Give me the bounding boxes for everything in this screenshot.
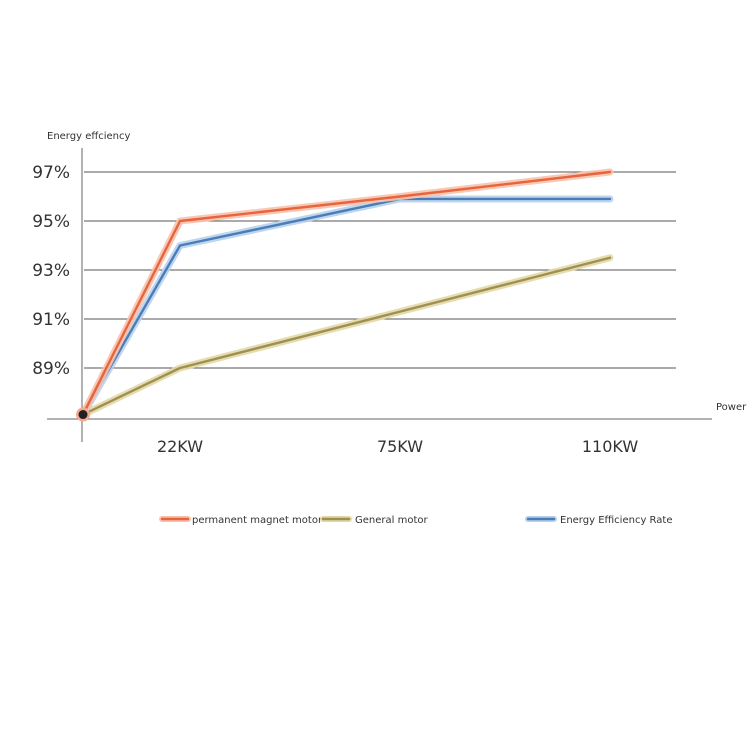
series-line <box>81 170 612 416</box>
legend-label: permanent magnet motor <box>192 515 323 526</box>
x-tick-labels: 22KW 75KW 110KW <box>157 437 638 456</box>
y-tick-label: 93% <box>32 261 70 281</box>
y-tick-label: 97% <box>32 163 70 183</box>
legend: permanent magnet motor General motor Energ… <box>159 515 672 526</box>
y-tick-label: 95% <box>32 212 70 232</box>
legend-label: General motor <box>355 515 428 526</box>
x-axis-title: Power <box>716 402 747 413</box>
x-tick-label: 22KW <box>157 437 203 456</box>
x-tick-label: 110KW <box>582 437 638 456</box>
series-line <box>81 197 612 416</box>
y-axis-title: Energy effciency <box>47 131 130 142</box>
origin-point <box>78 410 88 420</box>
series-line-glow <box>79 195 614 419</box>
legend-label: Energy Efficiency Rate <box>560 515 672 526</box>
x-tick-label: 75KW <box>377 437 423 456</box>
series-line <box>81 256 612 416</box>
y-tick-label: 89% <box>32 359 70 379</box>
series-lines <box>76 168 614 422</box>
axes: Energy effciency Power <box>47 131 747 442</box>
y-tick-labels: 89% 91% 93% 95% 97% <box>32 163 70 379</box>
y-tick-label: 91% <box>32 310 70 330</box>
